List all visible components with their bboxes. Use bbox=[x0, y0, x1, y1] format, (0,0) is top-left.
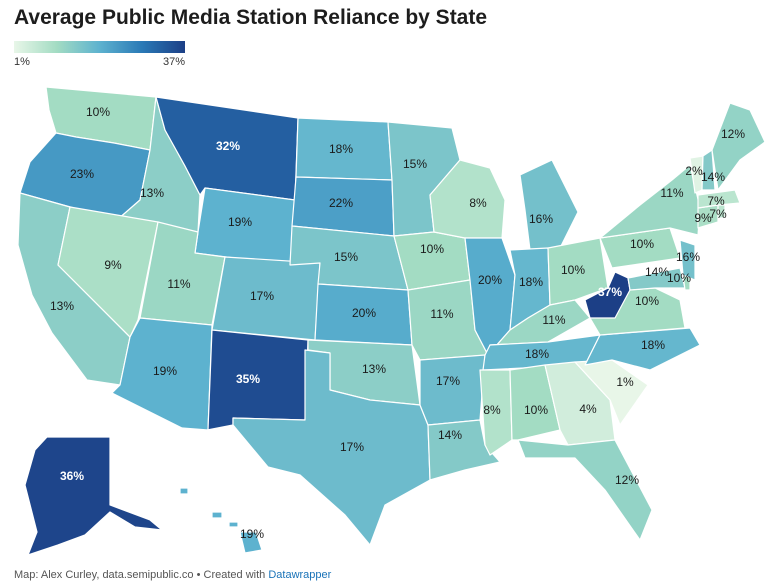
state-ak[interactable] bbox=[24, 436, 163, 556]
state-label-va: 10% bbox=[635, 294, 659, 308]
state-label-sc: 1% bbox=[616, 375, 634, 389]
state-label-tx: 17% bbox=[340, 440, 364, 454]
state-label-ks: 20% bbox=[352, 306, 376, 320]
state-hi[interactable] bbox=[179, 487, 263, 554]
state-label-me: 12% bbox=[721, 127, 745, 141]
state-label-wa: 10% bbox=[86, 105, 110, 119]
state-label-tn: 18% bbox=[525, 347, 549, 361]
state-label-nv: 9% bbox=[104, 258, 122, 272]
legend-min-label: 1% bbox=[14, 56, 30, 68]
state-label-al: 10% bbox=[524, 403, 548, 417]
state-label-ri: 7% bbox=[709, 207, 727, 221]
state-tx[interactable] bbox=[232, 349, 431, 546]
state-label-nm: 35% bbox=[236, 372, 260, 386]
state-label-ky: 11% bbox=[542, 313, 565, 327]
state-label-ok: 13% bbox=[362, 362, 386, 376]
state-label-in: 18% bbox=[519, 275, 543, 289]
state-label-wv: 37% bbox=[598, 285, 622, 299]
state-fl[interactable] bbox=[517, 439, 653, 541]
state-label-la: 14% bbox=[438, 428, 462, 442]
state-label-ca: 13% bbox=[50, 299, 74, 313]
state-label-mo: 11% bbox=[430, 307, 453, 321]
legend-max-label: 37% bbox=[162, 56, 185, 68]
state-label-ga: 4% bbox=[579, 402, 597, 416]
datawrapper-link[interactable]: Datawrapper bbox=[268, 569, 332, 581]
footer-credit: Map: Alex Curley, data.semipublic.co • C… bbox=[14, 569, 266, 581]
state-label-ms: 8% bbox=[483, 403, 501, 417]
state-nh[interactable] bbox=[701, 149, 716, 191]
map-title: Average Public Media Station Reliance by… bbox=[14, 6, 488, 29]
state-label-oh: 10% bbox=[561, 263, 585, 277]
state-label-wy: 19% bbox=[228, 215, 252, 229]
state-label-sd: 22% bbox=[329, 196, 353, 210]
state-ms[interactable] bbox=[479, 369, 513, 456]
state-ar[interactable] bbox=[419, 354, 486, 426]
state-label-nd: 18% bbox=[329, 142, 353, 156]
state-label-ma: 7% bbox=[707, 194, 725, 208]
state-mi[interactable] bbox=[519, 159, 579, 251]
state-label-ut: 11% bbox=[167, 277, 190, 291]
state-label-ar: 17% bbox=[436, 374, 460, 388]
state-label-pa: 10% bbox=[630, 237, 654, 251]
state-label-hi: 19% bbox=[240, 527, 264, 541]
state-la[interactable] bbox=[427, 419, 501, 481]
state-label-co: 17% bbox=[250, 289, 274, 303]
state-label-vt: 2% bbox=[685, 164, 703, 178]
state-label-il: 20% bbox=[478, 273, 502, 287]
state-al[interactable] bbox=[509, 364, 561, 441]
state-label-ia: 10% bbox=[420, 242, 444, 256]
map-footer: Map: Alex Curley, data.semipublic.co • C… bbox=[14, 569, 331, 581]
color-legend: 1% 37% bbox=[14, 41, 185, 68]
legend-gradient-bar bbox=[14, 41, 185, 53]
labels-layer: 10% 23% 13% 13% 9% 32% 19% 11% 19% 17% 35% 18% 22% 15… bbox=[50, 105, 745, 541]
state-label-nj: 16% bbox=[676, 250, 700, 264]
state-oh[interactable] bbox=[547, 237, 609, 306]
state-me[interactable] bbox=[711, 102, 766, 191]
state-label-or: 23% bbox=[70, 167, 94, 181]
state-label-md: 14% bbox=[645, 265, 669, 279]
state-ma[interactable] bbox=[697, 189, 741, 209]
state-md[interactable] bbox=[627, 267, 686, 291]
state-label-nh: 14% bbox=[701, 170, 725, 184]
state-label-de: 10% bbox=[667, 271, 691, 285]
state-label-ny: 11% bbox=[660, 186, 683, 200]
state-label-ne: 15% bbox=[334, 250, 358, 264]
states-layer bbox=[17, 86, 766, 556]
state-label-wi: 8% bbox=[469, 196, 487, 210]
state-label-mi: 16% bbox=[529, 212, 553, 226]
state-label-mn: 15% bbox=[403, 157, 427, 171]
state-label-az: 19% bbox=[153, 364, 177, 378]
state-wi[interactable] bbox=[429, 159, 506, 239]
state-nj[interactable] bbox=[679, 239, 696, 281]
state-label-mt: 32% bbox=[216, 139, 240, 153]
state-label-fl: 12% bbox=[615, 473, 639, 487]
state-label-nc: 18% bbox=[641, 338, 665, 352]
state-label-ak: 36% bbox=[60, 469, 84, 483]
state-label-ct: 9% bbox=[694, 211, 712, 225]
state-label-id: 13% bbox=[140, 186, 164, 200]
